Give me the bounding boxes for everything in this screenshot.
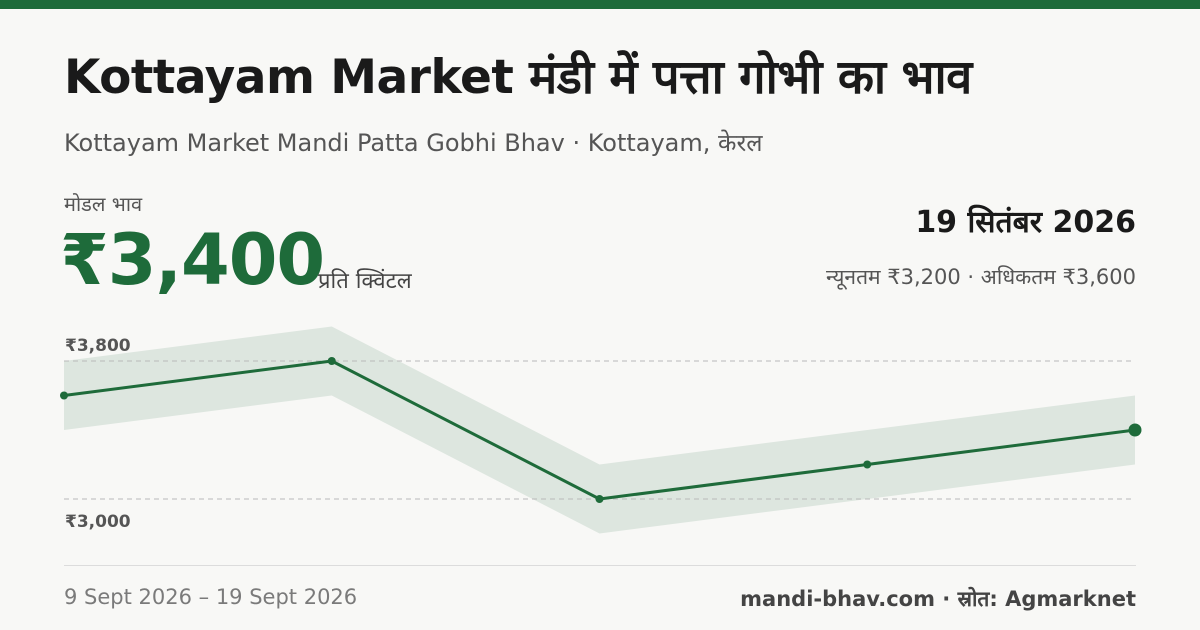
price-unit: प्रति क्विंटल: [318, 269, 412, 294]
min-max-range: न्यूनतम ₹3,200 · अधिकतम ₹3,600: [826, 265, 1136, 289]
top-accent-bar: [0, 0, 1200, 9]
price-range-band: [64, 326, 1135, 534]
footer-source: mandi-bhav.com · स्रोत: Agmarknet: [740, 587, 1136, 611]
page-title: Kottayam Market मंडी में पत्ता गोभी का भ…: [64, 50, 972, 105]
modal-price-value: ₹3,400: [60, 219, 325, 301]
report-date: 19 सितंबर 2026: [915, 205, 1136, 240]
footer-divider: [64, 565, 1136, 566]
price-point: [595, 495, 604, 503]
latest-price-point: [1128, 423, 1142, 437]
price-point: [60, 391, 68, 400]
price-point: [863, 460, 872, 469]
footer-date-range: 9 Sept 2026 – 19 Sept 2026: [64, 585, 358, 609]
modal-price-label: मोडल भाव: [64, 192, 143, 216]
y-tick-label: ₹3,800: [65, 336, 131, 356]
price-point: [327, 357, 336, 365]
page-subtitle: Kottayam Market Mandi Patta Gobhi Bhav ·…: [64, 129, 763, 157]
y-tick-label: ₹3,000: [65, 512, 131, 532]
